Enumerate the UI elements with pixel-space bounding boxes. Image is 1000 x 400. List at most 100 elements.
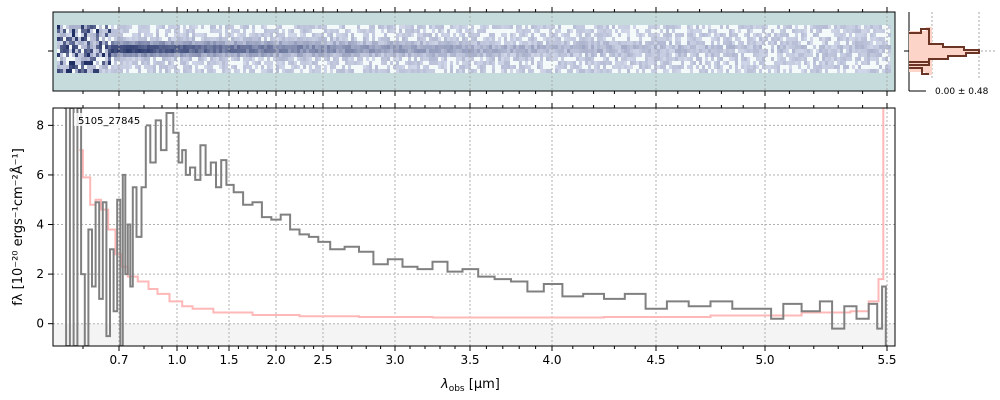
2d-pixel xyxy=(375,69,378,73)
2d-pixel xyxy=(621,25,624,29)
2d-pixel xyxy=(144,57,147,61)
2d-pixel xyxy=(528,53,531,57)
2d-pixel xyxy=(366,57,369,61)
2d-pixel xyxy=(858,53,861,57)
2d-pixel xyxy=(513,37,516,41)
2d-pixel xyxy=(657,53,660,57)
2d-pixel xyxy=(888,69,891,73)
2d-pixel xyxy=(330,49,333,53)
2d-pixel xyxy=(453,25,456,29)
2d-pixel xyxy=(120,57,123,61)
2d-pixel xyxy=(828,57,831,61)
2d-pixel xyxy=(846,57,849,61)
x-tick-label: 3.0 xyxy=(385,353,404,367)
2d-pixel xyxy=(360,45,363,49)
2d-pixel xyxy=(804,49,807,53)
2d-pixel xyxy=(255,49,258,53)
2d-pixel xyxy=(114,41,117,45)
2d-pixel xyxy=(111,33,114,37)
2d-pixel xyxy=(168,45,171,49)
2d-pixel xyxy=(204,53,207,57)
2d-pixel xyxy=(714,65,717,69)
2d-pixel xyxy=(468,65,471,69)
2d-pixel xyxy=(75,37,78,41)
2d-pixel xyxy=(501,57,504,61)
2d-pixel xyxy=(72,41,75,45)
2d-pixel xyxy=(702,65,705,69)
2d-pixel xyxy=(117,37,120,41)
2d-pixel xyxy=(75,49,78,53)
2d-pixel xyxy=(795,37,798,41)
2d-pixel xyxy=(846,49,849,53)
2d-pixel xyxy=(480,57,483,61)
2d-pixel xyxy=(213,61,216,65)
2d-pixel xyxy=(57,41,60,45)
2d-pixel xyxy=(501,65,504,69)
2d-pixel xyxy=(531,53,534,57)
2d-pixel xyxy=(300,53,303,57)
2d-pixel xyxy=(189,49,192,53)
2d-pixel xyxy=(114,37,117,41)
2d-pixel xyxy=(537,29,540,33)
2d-pixel xyxy=(861,45,864,49)
2d-pixel xyxy=(144,25,147,29)
2d-pixel xyxy=(291,65,294,69)
2d-pixel xyxy=(423,49,426,53)
2d-pixel xyxy=(300,69,303,73)
2d-pixel xyxy=(690,57,693,61)
2d-pixel xyxy=(480,49,483,53)
2d-pixel xyxy=(603,45,606,49)
2d-pixel xyxy=(483,61,486,65)
2d-pixel xyxy=(228,33,231,37)
2d-pixel xyxy=(639,53,642,57)
2d-pixel xyxy=(855,49,858,53)
2d-pixel xyxy=(651,61,654,65)
2d-pixel xyxy=(714,29,717,33)
2d-pixel xyxy=(630,49,633,53)
2d-pixel xyxy=(111,25,114,29)
2d-pixel xyxy=(72,37,75,41)
2d-pixel xyxy=(330,53,333,57)
2d-pixel xyxy=(141,61,144,65)
2d-pixel xyxy=(741,53,744,57)
2d-pixel xyxy=(831,29,834,33)
2d-pixel xyxy=(705,49,708,53)
2d-pixel xyxy=(801,29,804,33)
2d-pixel xyxy=(57,33,60,37)
2d-pixel xyxy=(189,69,192,73)
2d-pixel xyxy=(72,49,75,53)
2d-pixel xyxy=(558,41,561,45)
2d-pixel xyxy=(273,29,276,33)
2d-pixel xyxy=(546,41,549,45)
2d-pixel xyxy=(804,57,807,61)
2d-pixel xyxy=(78,53,81,57)
2d-pixel xyxy=(81,25,84,29)
2d-pixel xyxy=(411,49,414,53)
2d-pixel xyxy=(741,41,744,45)
2d-pixel xyxy=(420,49,423,53)
2d-pixel xyxy=(444,33,447,37)
2d-pixel xyxy=(249,45,252,49)
2d-pixel xyxy=(429,37,432,41)
2d-pixel xyxy=(384,49,387,53)
2d-pixel xyxy=(345,37,348,41)
2d-pixel xyxy=(285,49,288,53)
2d-pixel xyxy=(831,65,834,69)
2d-pixel xyxy=(195,33,198,37)
2d-pixel xyxy=(480,41,483,45)
2d-pixel xyxy=(867,49,870,53)
2d-pixel xyxy=(84,61,87,65)
2d-pixel xyxy=(573,37,576,41)
2d-pixel xyxy=(492,25,495,29)
2d-pixel xyxy=(795,49,798,53)
2d-pixel xyxy=(225,41,228,45)
2d-pixel xyxy=(549,53,552,57)
2d-pixel xyxy=(888,25,891,29)
x-tick-label: 1.0 xyxy=(167,353,186,367)
2d-pixel xyxy=(603,49,606,53)
2d-pixel xyxy=(591,45,594,49)
2d-pixel xyxy=(96,69,99,73)
2d-pixel xyxy=(462,65,465,69)
2d-pixel xyxy=(678,69,681,73)
2d-pixel xyxy=(264,33,267,37)
